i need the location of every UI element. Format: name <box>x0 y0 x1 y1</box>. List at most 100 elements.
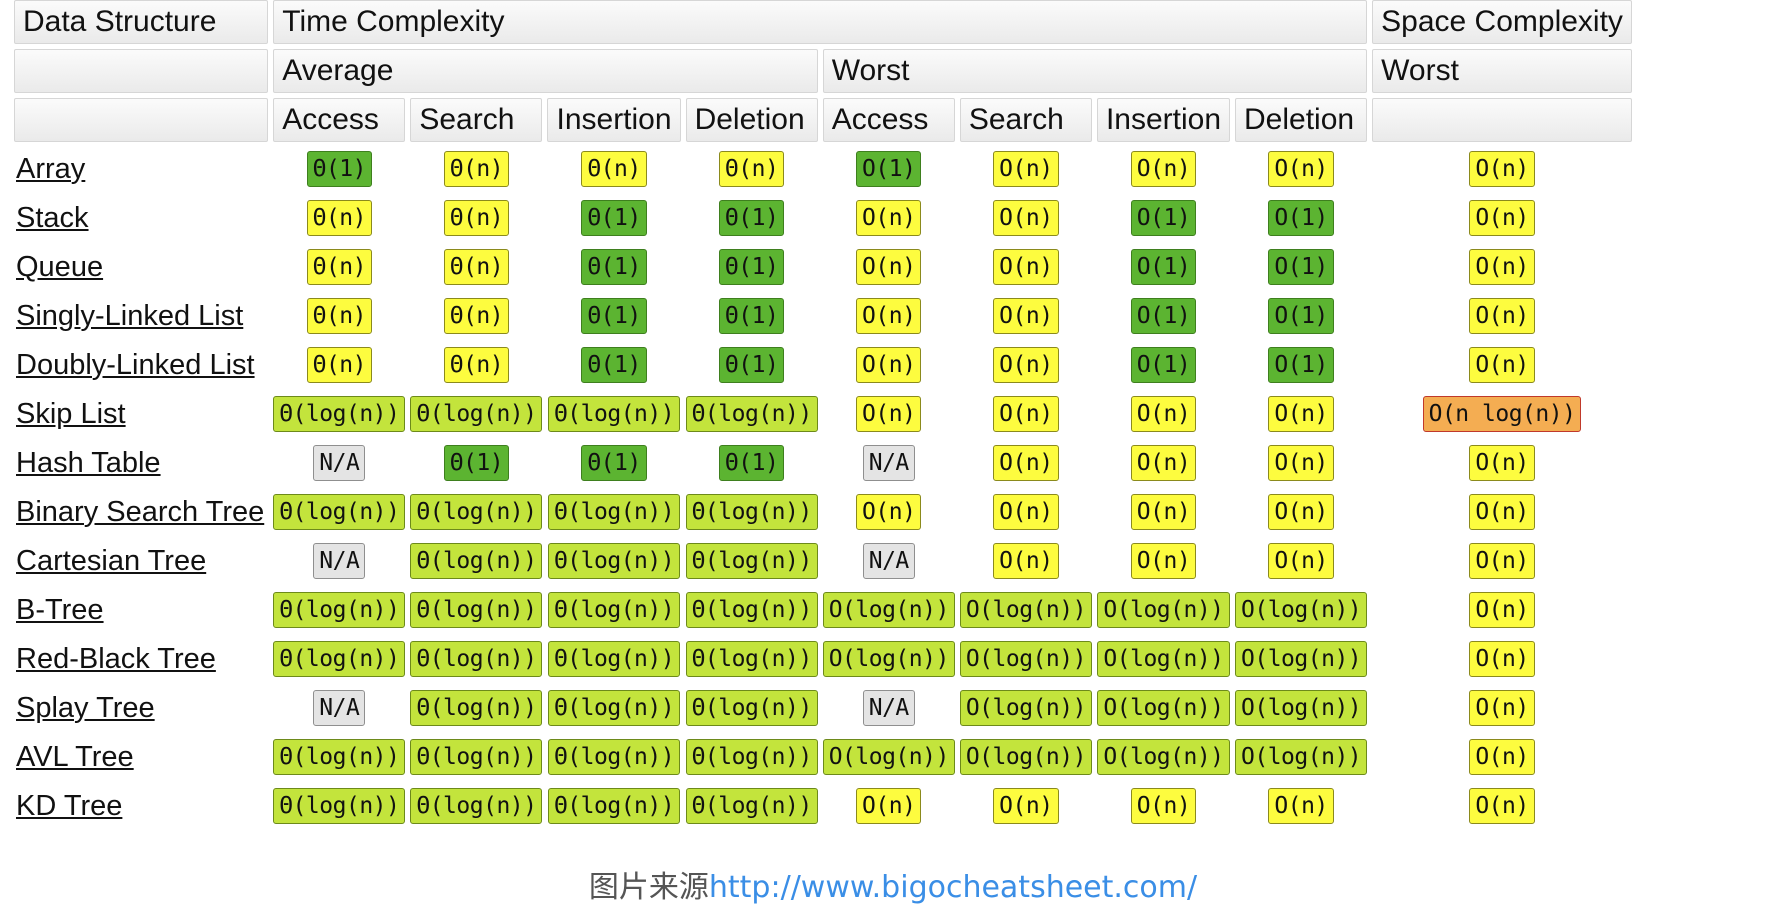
complexity-badge-good: O(1) <box>1268 347 1334 383</box>
complexity-badge-bad: O(n) <box>1469 592 1535 628</box>
complexity-badge-bad: O(n) <box>856 494 922 530</box>
data-structure-link[interactable]: Queue <box>16 250 104 283</box>
complexity-cell: O(n) <box>1097 490 1230 534</box>
data-structure-link[interactable]: Red-Black Tree <box>16 642 216 675</box>
complexity-cell: Θ(1) <box>686 196 818 240</box>
complexity-badge-good: Θ(1) <box>581 200 647 236</box>
complexity-badge-fair: Θ(log(n)) <box>547 592 681 628</box>
complexity-cell: O(log(n)) <box>1097 588 1230 632</box>
complexity-badge-fair: Θ(log(n)) <box>685 788 818 824</box>
data-structure-link[interactable]: B-Tree <box>16 593 104 626</box>
header-worst-access: Access <box>822 98 955 142</box>
image-source-caption: 图片来源http://www.bigocheatsheet.com/ <box>0 862 1786 906</box>
complexity-cell: O(n) <box>1235 539 1367 583</box>
complexity-badge-fair: Θ(log(n)) <box>410 396 543 432</box>
complexity-badge-fair: Θ(log(n)) <box>273 788 406 824</box>
complexity-badge-good: Θ(1) <box>581 347 647 383</box>
source-link[interactable]: http://www.bigocheatsheet.com/ <box>708 870 1198 905</box>
complexity-cell: O(log(n)) <box>959 588 1092 632</box>
data-structure-link[interactable]: Cartesian Tree <box>16 544 207 577</box>
complexity-cell: Θ(log(n)) <box>547 392 681 436</box>
complexity-cell: Θ(log(n)) <box>685 539 818 583</box>
complexity-cell: O(n) <box>1235 784 1367 828</box>
complexity-badge-bad: O(n) <box>856 249 922 285</box>
complexity-badge-fair: Θ(log(n)) <box>547 690 681 726</box>
complexity-badge-bad: O(n) <box>993 396 1059 432</box>
complexity-badge-bad: O(n) <box>1469 543 1535 579</box>
complexity-cell: Θ(1) <box>547 294 680 338</box>
complexity-cell: O(n) <box>1235 147 1367 191</box>
header-avg-insertion: Insertion <box>547 98 681 142</box>
header-worst: Worst <box>822 49 1368 93</box>
data-structure-link[interactable]: Hash Table <box>16 446 161 479</box>
complexity-cell: Θ(log(n)) <box>410 686 543 730</box>
complexity-badge-fair: Θ(log(n)) <box>410 543 543 579</box>
complexity-badge-fair: Θ(log(n)) <box>685 543 818 579</box>
complexity-badge-good: O(1) <box>1268 249 1334 285</box>
complexity-cell: O(log(n)) <box>1235 588 1368 632</box>
complexity-cell: O(1) <box>1235 245 1367 289</box>
complexity-cell: O(log(n)) <box>822 588 955 632</box>
complexity-badge-bad: Θ(n) <box>443 200 510 236</box>
complexity-cell: Θ(n) <box>273 343 405 387</box>
data-structure-link[interactable]: Skip List <box>16 397 126 430</box>
complexity-cell: O(n) <box>960 196 1092 240</box>
table-row: Splay Tree N/A Θ(log(n)) Θ(log(n)) Θ(log(n))… <box>14 686 1632 730</box>
complexity-badge-good: O(1) <box>1130 200 1197 236</box>
complexity-badge-good: O(1) <box>856 151 922 187</box>
complexity-cell: Θ(log(n)) <box>547 784 681 828</box>
header-blank <box>14 49 269 93</box>
complexity-cell: Θ(1) <box>410 441 542 485</box>
complexity-badge-na: N/A <box>313 543 366 579</box>
data-structure-link[interactable]: Singly-Linked List <box>16 299 244 332</box>
complexity-cell: O(n) <box>1372 441 1632 485</box>
complexity-cell: Θ(n) <box>410 147 542 191</box>
header-avg-deletion: Deletion <box>685 98 818 142</box>
complexity-cell: O(n) <box>960 539 1092 583</box>
header-row-2: Average Worst Worst <box>14 49 1632 93</box>
complexity-badge-bad: O(n) <box>1268 788 1334 824</box>
complexity-badge-good: Θ(1) <box>581 249 647 285</box>
complexity-badge-na: N/A <box>313 690 366 726</box>
complexity-badge-fair: Θ(log(n)) <box>685 739 818 775</box>
complexity-badge-bad: O(n) <box>993 445 1059 481</box>
table-row: Skip List Θ(log(n)) Θ(log(n)) Θ(log(n)) Θ(lo… <box>14 392 1632 436</box>
complexity-cell: Θ(n) <box>273 245 405 289</box>
complexity-badge-good: O(1) <box>1268 298 1334 334</box>
data-structure-link[interactable]: KD Tree <box>16 789 123 822</box>
complexity-cell: O(n) <box>1372 637 1632 681</box>
table-row: Queue Θ(n) Θ(n) Θ(1) Θ(1) O(n) O(n) O(1) O(1) O(n… <box>14 245 1632 289</box>
data-structure-link[interactable]: AVL Tree <box>16 740 134 773</box>
complexity-badge-fair: Θ(log(n)) <box>410 788 543 824</box>
data-structure-link[interactable]: Splay Tree <box>16 691 155 724</box>
complexity-cell: Θ(1) <box>547 343 680 387</box>
complexity-cell: O(n) <box>1097 392 1230 436</box>
complexity-badge-good: Θ(1) <box>581 298 647 334</box>
complexity-cell: Θ(log(n)) <box>410 588 543 632</box>
complexity-cell: O(log(n)) <box>1097 686 1230 730</box>
complexity-badge-fair: O(log(n)) <box>1235 641 1368 677</box>
data-structure-link[interactable]: Stack <box>16 201 89 234</box>
complexity-badge-bad: O(n) <box>1268 494 1334 530</box>
complexity-badge-bad: O(n) <box>856 396 922 432</box>
data-structure-link[interactable]: Binary Search Tree <box>16 495 265 528</box>
complexity-badge-fair: Θ(log(n)) <box>273 592 406 628</box>
table-row: KD Tree Θ(log(n)) Θ(log(n)) Θ(log(n)) Θ(log(… <box>14 784 1632 828</box>
data-structure-link[interactable]: Doubly-Linked List <box>16 348 255 381</box>
complexity-badge-fair: O(log(n)) <box>822 641 955 677</box>
complexity-cell: N/A <box>273 539 405 583</box>
complexity-cell: Θ(log(n)) <box>410 392 543 436</box>
complexity-cell: Θ(log(n)) <box>547 735 681 779</box>
complexity-cell: O(n) <box>960 147 1092 191</box>
complexity-badge-bad: O(n) <box>1268 445 1334 481</box>
header-average: Average <box>273 49 818 93</box>
complexity-cell: O(n) <box>1372 245 1632 289</box>
complexity-cell: Θ(n) <box>410 343 542 387</box>
data-structure-link[interactable]: Array <box>16 152 86 185</box>
complexity-cell: Θ(log(n)) <box>685 686 818 730</box>
header-worst-deletion: Deletion <box>1235 98 1368 142</box>
complexity-cell: O(1) <box>1235 294 1367 338</box>
complexity-cell: O(1) <box>1235 343 1367 387</box>
complexity-cell: Θ(log(n)) <box>410 637 543 681</box>
complexity-badge-bad: Θ(n) <box>443 298 510 334</box>
